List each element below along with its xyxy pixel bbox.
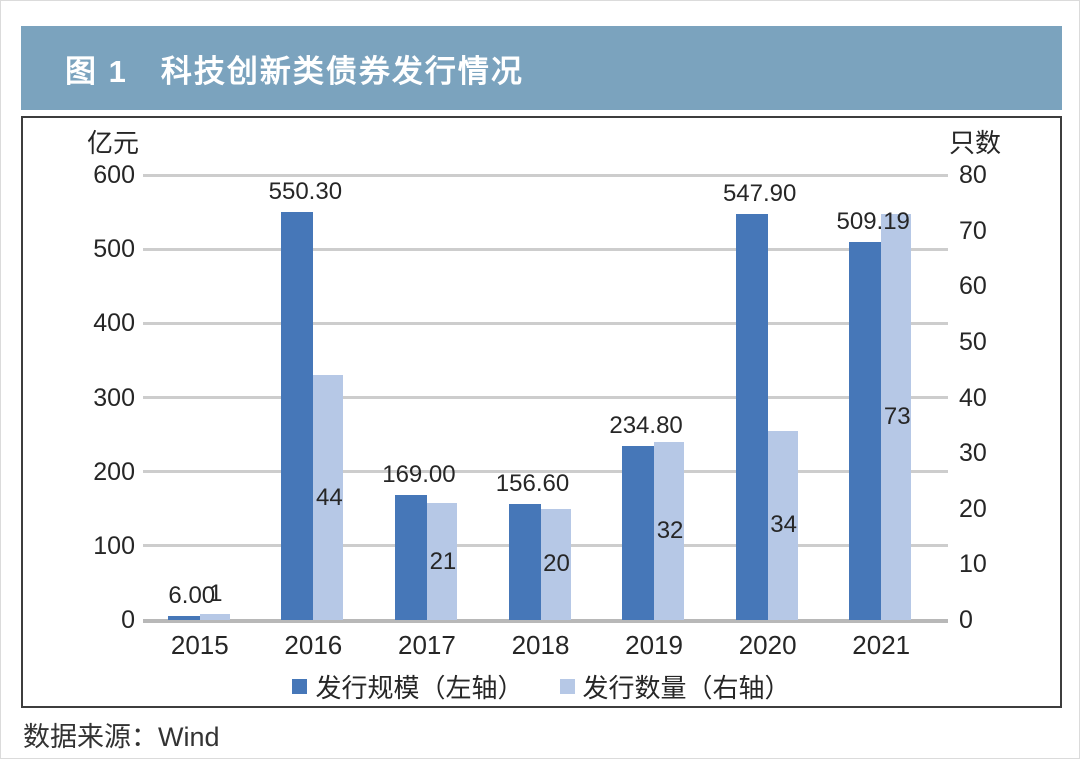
figure-title: 图 1 科技创新类债券发行情况 [65,53,524,89]
figure-title-bar: 图 1 科技创新类债券发行情况 [21,26,1062,110]
right-axis-tick: 0 [959,606,973,634]
x-axis-label: 2018 [511,630,570,660]
right-axis-tick: 40 [959,383,987,412]
legend-item-scale: 发行规模（左轴） [292,668,524,705]
legend-marker [292,679,308,694]
x-axis-label: 2019 [625,630,683,660]
right-axis-tick: 10 [959,550,987,579]
left-axis-tick: 200 [93,457,135,486]
scale-value-label: 509.19 [836,208,910,236]
issuance-count-bar [199,614,230,620]
legend-label: 发行数量（右轴） [582,673,791,703]
x-axis-label: 2021 [852,630,911,660]
right-axis-tick: 20 [959,494,987,523]
issuance-scale-bar [508,503,541,620]
scale-value-label: 169.00 [382,460,456,488]
scale-value-label: 234.80 [609,411,683,439]
issuance-count-bar [881,213,912,620]
legend-item-count: 发行数量（右轴） [559,668,791,705]
x-axis-label: 2015 [170,630,229,660]
issuance-scale-bar [735,213,768,620]
count-value-label: 73 [883,402,911,430]
left-axis-tick: 100 [93,531,135,560]
right-axis-unit-label: 只数 [949,128,1002,158]
left-axis-unit-label: 亿元 [87,128,140,158]
x-axis-label: 2016 [284,630,343,660]
issuance-count-bar [654,442,685,620]
legend-marker [559,679,575,694]
issuance-scale-bar [281,211,314,620]
data-source-caption: 数据来源：Wind [23,722,220,752]
gridline [143,247,948,251]
issuance-count-bar [767,430,798,620]
right-axis-tick: 50 [959,327,987,356]
count-value-label: 34 [770,511,797,539]
legend-label: 发行规模（左轴） [315,673,524,703]
gridline [143,173,948,177]
count-value-label: 1 [209,580,223,608]
gridline [143,470,948,474]
right-axis-tick: 80 [959,161,987,189]
count-value-label: 44 [315,483,343,511]
chart-legend: 发行规模（左轴） 发行数量（右轴） [23,668,1060,705]
issuance-scale-bar [394,494,427,620]
left-axis-tick: 600 [93,161,135,189]
gridline [143,396,948,399]
count-value-label: 20 [543,550,570,578]
count-value-label: 32 [656,517,684,544]
issuance-count-bar [313,375,344,620]
left-axis-tick: 300 [93,383,135,412]
axis-baseline [143,618,948,623]
gridline [143,321,948,325]
left-axis-tick: 400 [93,309,135,338]
issuance-count-bar [426,503,457,620]
plot-area: 600 500 400 300 200 100 0 80 70 60 50 40 30 20 10 0 6.00… [93,163,987,661]
left-axis-tick: 500 [93,235,135,264]
scale-value-label: 6.00 [168,581,216,609]
x-axis-label: 2017 [398,630,456,660]
chart-container: 亿元 只数 600 500 400 300 200 100 0 80 70 60 50 40 30 20 1… [21,116,1062,708]
left-axis-tick: 0 [121,606,135,634]
scale-value-label: 550.30 [268,177,343,205]
scale-value-label: 156.60 [495,469,570,497]
x-axis-label: 2020 [738,630,797,660]
issuance-scale-bar [622,445,655,620]
issuance-scale-bar [849,242,882,620]
scale-value-label: 547.90 [722,179,797,207]
count-value-label: 21 [429,547,457,575]
right-axis-tick: 70 [959,216,987,245]
right-axis-tick: 60 [959,272,987,301]
issuance-count-bar [540,508,571,620]
right-axis-tick: 30 [959,439,987,468]
issuance-scale-bar [167,615,200,620]
